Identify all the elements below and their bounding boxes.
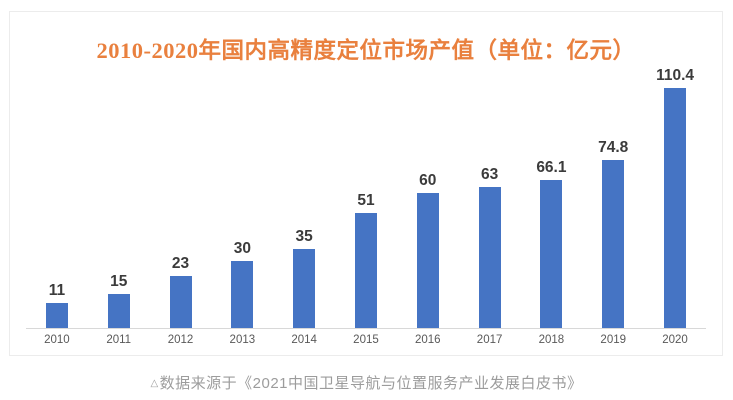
- x-tick-label: 2013: [229, 334, 256, 346]
- bar-value-label: 74.8: [598, 139, 629, 156]
- bar: [107, 294, 130, 328]
- bar-value-label: 15: [110, 273, 128, 291]
- bar: [231, 260, 254, 328]
- x-tick-label: 2014: [291, 334, 317, 346]
- bar: [169, 276, 192, 328]
- bar-column: 51: [335, 67, 397, 328]
- bar-column: 35: [273, 67, 335, 328]
- bar-value-label: 23: [171, 255, 190, 273]
- bar: [602, 160, 625, 328]
- bar: [540, 179, 563, 328]
- bar: [293, 249, 316, 328]
- bar: [664, 88, 687, 328]
- bar-column: 11: [26, 67, 88, 328]
- bar-column: 74.8: [582, 67, 644, 328]
- bar: [354, 213, 377, 328]
- x-axis-ticks: 2010 2011 2012 2013 2014 2015 2016 2017 2018 2019…: [26, 329, 706, 346]
- bar: [478, 186, 501, 328]
- bar: [45, 303, 68, 328]
- bar-value-label: 110.4: [656, 67, 694, 84]
- x-tick-label: 2020: [662, 334, 688, 346]
- plot-columns: 11 15 23 30 35 51 60 63 66.1 74.8 110.4: [26, 67, 706, 329]
- bar-column: 23: [150, 67, 212, 328]
- bar-value-label: 66.1: [536, 158, 567, 176]
- bar-column: 63: [459, 67, 521, 328]
- triangle-marker-icon: △: [150, 378, 159, 389]
- source-caption: △数据来源于《2021中国卫星导航与位置服务产业发展白皮书》: [0, 372, 733, 393]
- bar-column: 110.4: [644, 67, 706, 328]
- bar: [416, 193, 439, 328]
- bar-value-label: 35: [295, 228, 313, 246]
- plot-area: 11 15 23 30 35 51 60 63 66.1 74.8 110.4 2010 2011 20…: [26, 67, 706, 346]
- bar-column: 60: [397, 67, 459, 328]
- x-tick-label: 2016: [414, 334, 441, 346]
- bar-column: 15: [88, 67, 150, 328]
- bar-column: 30: [211, 67, 273, 328]
- bar-value-label: 30: [233, 239, 251, 257]
- bar-column: 66.1: [521, 67, 583, 328]
- bar-value-label: 51: [357, 192, 375, 210]
- bar-value-label: 63: [480, 165, 499, 183]
- bar-value-label: 60: [419, 172, 437, 190]
- x-tick-label: 2017: [476, 334, 503, 346]
- bar-chart: 2010-2020年国内高精度定位市场产值（单位：亿元） 11 15 23 30 35 5…: [9, 11, 723, 356]
- x-tick-label: 2012: [167, 334, 194, 346]
- x-tick-label: 2011: [106, 334, 132, 346]
- x-tick-label: 2015: [353, 334, 379, 346]
- bar-value-label: 11: [48, 282, 66, 300]
- x-tick-label: 2010: [44, 334, 70, 346]
- chart-title: 2010-2020年国内高精度定位市场产值（单位：亿元）: [96, 38, 636, 63]
- source-caption-text: 数据来源于《2021中国卫星导航与位置服务产业发展白皮书》: [159, 375, 583, 392]
- x-tick-label: 2019: [600, 334, 627, 346]
- x-tick-label: 2018: [538, 334, 565, 346]
